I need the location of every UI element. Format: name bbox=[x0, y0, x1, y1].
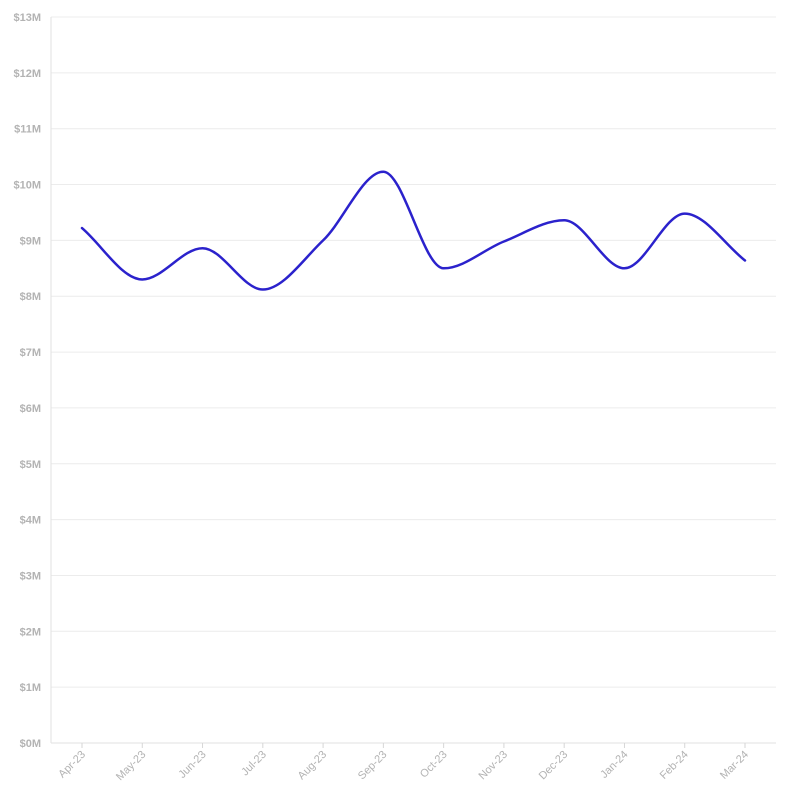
series-lines bbox=[80, 170, 747, 291]
x-tick-label: Jul-23 bbox=[239, 749, 269, 779]
gridlines bbox=[51, 16, 776, 688]
y-tick-label: $1M bbox=[20, 682, 41, 694]
y-tick-label: $4M bbox=[20, 515, 41, 527]
x-tick-label: Dec-23 bbox=[537, 749, 571, 783]
x-axis-tick-labels: Apr-23 May-23 Jun-23 Jul-23 Aug-23 Sep-23 Oct-… bbox=[56, 743, 751, 783]
y-tick-label: $2M bbox=[20, 626, 41, 638]
y-tick-label: $0M bbox=[20, 738, 41, 750]
y-axis-tick-labels: $0M $1M $2M $3M $4M $5M $6M $7M $8M $9M $10M $11M $1… bbox=[13, 12, 41, 750]
series-line bbox=[80, 170, 747, 291]
axes bbox=[50, 17, 776, 744]
y-tick-label: $5M bbox=[20, 459, 41, 471]
y-tick-label: $13M bbox=[13, 12, 41, 24]
x-tick-label: Feb-24 bbox=[658, 749, 691, 782]
y-tick-label: $6M bbox=[20, 403, 41, 415]
x-tick-label: Mar-24 bbox=[718, 749, 751, 782]
x-tick-label: Oct-23 bbox=[418, 749, 450, 781]
y-tick-label: $12M bbox=[13, 68, 41, 80]
y-tick-label: $7M bbox=[20, 347, 41, 359]
y-tick-label: $9M bbox=[20, 235, 41, 247]
y-tick-label: $11M bbox=[14, 124, 41, 136]
x-tick-label: Nov-23 bbox=[476, 749, 510, 783]
x-tick-label: Apr-23 bbox=[56, 749, 88, 781]
y-tick-label: $10M bbox=[13, 180, 41, 192]
x-tick-label: Aug-23 bbox=[296, 749, 330, 783]
y-tick-label: $3M bbox=[20, 570, 41, 582]
x-tick-label: Jun-23 bbox=[176, 749, 208, 781]
y-tick-label: $8M bbox=[20, 291, 41, 303]
x-tick-label: Sep-23 bbox=[356, 749, 390, 783]
x-tick-label: May-23 bbox=[114, 749, 148, 783]
x-tick-label: Jan-24 bbox=[598, 749, 630, 781]
